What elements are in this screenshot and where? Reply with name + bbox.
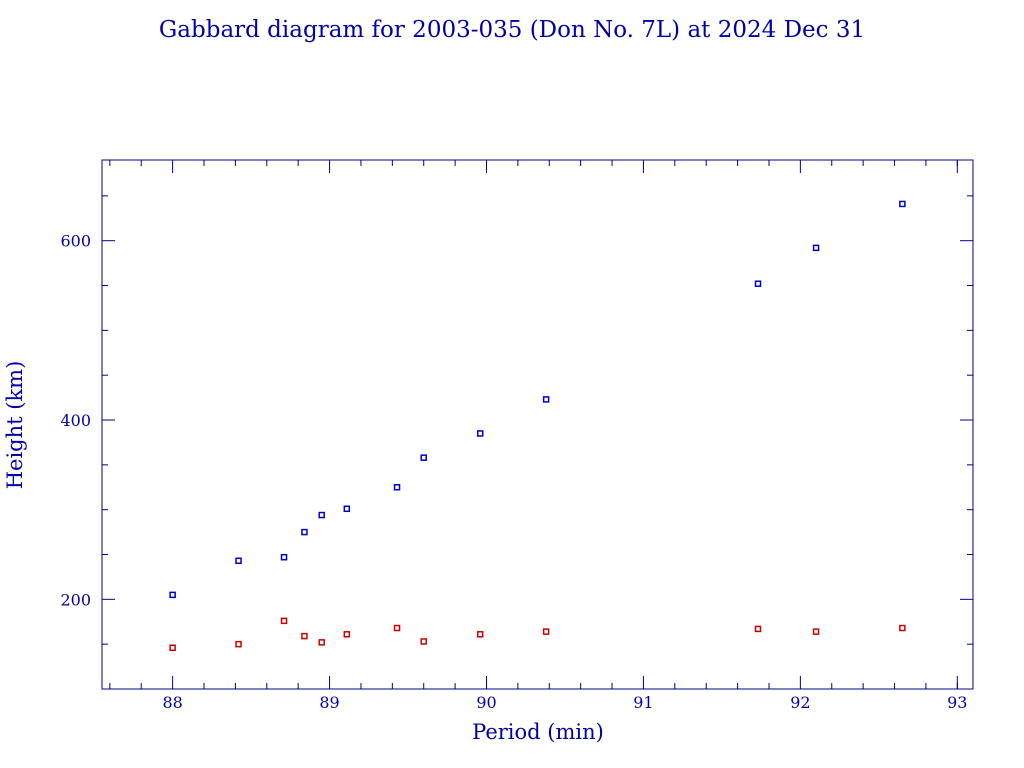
perigee-point (280, 617, 288, 625)
y-tick-label: 400 (60, 411, 91, 430)
x-tick-label: 90 (476, 693, 496, 712)
apogee-point (899, 200, 906, 208)
apogee-point (393, 484, 401, 491)
apogee-point (542, 396, 550, 403)
x-tick-label: 88 (162, 693, 182, 712)
perigee-point (169, 644, 176, 652)
marker-layer (169, 200, 906, 652)
plot-frame (101, 159, 974, 690)
perigee-point (812, 628, 820, 635)
perigee-point (393, 624, 401, 632)
perigee-point (754, 625, 762, 633)
apogee-point (754, 280, 762, 287)
x-tick-label: 91 (633, 693, 653, 712)
tick-label-layer: 88 89 90 91 92 93 200 400 600 (60, 232, 967, 712)
perigee-point (343, 631, 351, 638)
y-tick-label: 200 (60, 590, 91, 609)
x-tick-label: 89 (319, 693, 339, 712)
apogee-point (343, 505, 351, 513)
perigee-point (899, 624, 906, 632)
perigee-point (542, 628, 550, 635)
y-tick-label: 600 (60, 232, 91, 251)
apogee-point (280, 553, 288, 561)
perigee-point (476, 631, 484, 638)
perigee-point (301, 632, 308, 640)
x-tick-label: 93 (947, 693, 967, 712)
x-axis-label: Period (min) (472, 720, 604, 744)
apogee-point (476, 430, 484, 437)
perigee-point (318, 639, 325, 646)
tick-layer (102, 160, 973, 690)
apogee-point (318, 511, 325, 519)
apogee-point (235, 557, 242, 565)
apogee-point (420, 454, 427, 461)
apogee-point (301, 528, 308, 536)
apogee-point (169, 591, 176, 599)
x-tick-label: 92 (790, 693, 810, 712)
chart-title: Gabbard diagram for 2003-035 (Don No. 7L… (159, 17, 865, 43)
perigee-point (235, 640, 242, 648)
apogee-point (812, 244, 820, 252)
y-axis-label: Height (km) (3, 361, 27, 490)
perigee-point (420, 638, 427, 645)
